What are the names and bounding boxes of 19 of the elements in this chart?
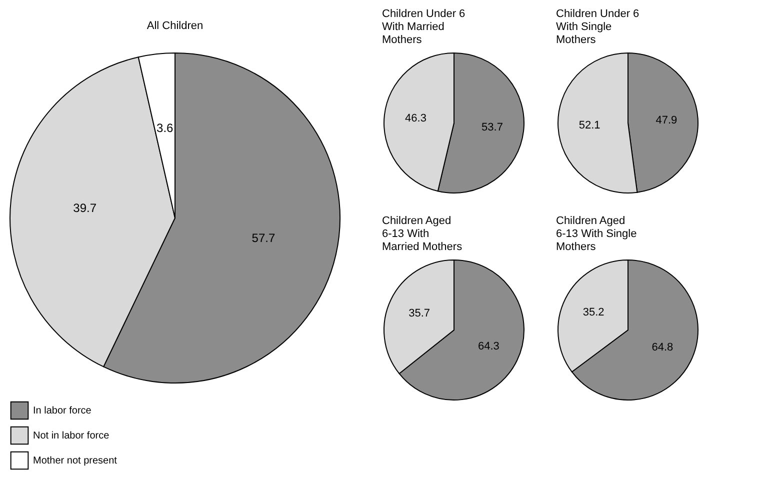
data-label: 39.7 [73,200,97,215]
chart-title: Children Under 6 With Married Mothers [382,8,466,46]
chart-title: Children Aged 6-13 With Single Mothers [556,215,637,253]
chart-title: All Children [146,20,204,32]
legend-label: Not in labor force [33,430,110,442]
data-label: 47.9 [656,114,678,126]
data-label: 53.7 [482,121,503,134]
chart-title: Children Aged 6-13 With Married Mothers [382,215,463,253]
data-label: 64.3 [478,340,500,353]
legend-label: In labor force [33,406,92,416]
data-label: 64.8 [652,341,674,354]
chart-title: Children Under 6 With Single Mothers [556,8,640,46]
legend-label: Mother not present [33,456,118,466]
data-label: 3.6 [156,120,174,135]
data-label: 35.2 [582,306,604,319]
data-label: 35.7 [408,307,430,320]
data-label: 52.1 [578,120,600,132]
data-label: 46.3 [405,112,426,125]
data-label: 57.7 [252,231,276,246]
